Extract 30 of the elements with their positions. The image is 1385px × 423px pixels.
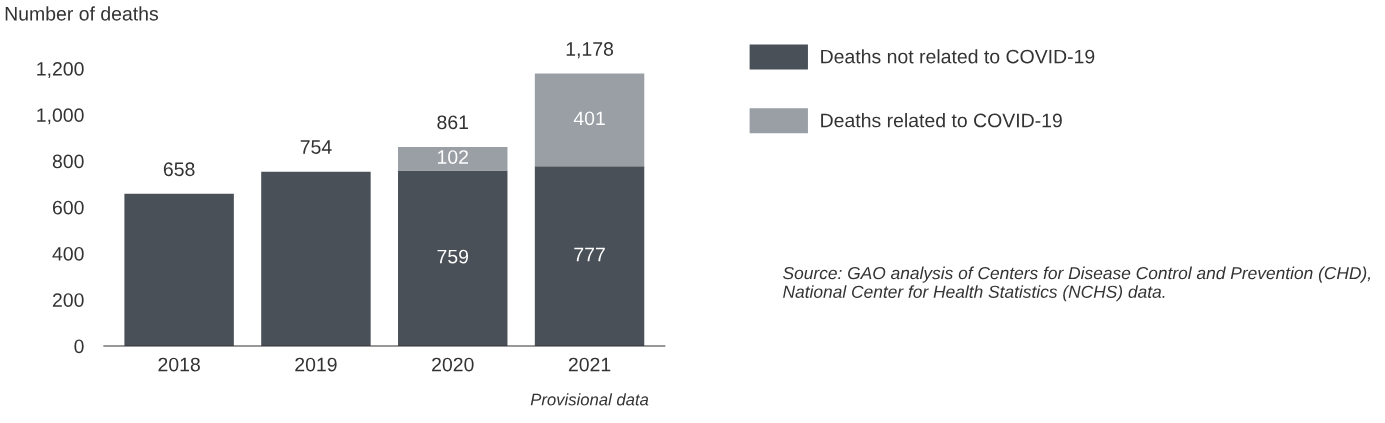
data-label: 401 [573, 111, 605, 126]
total-label: 1,178 [566, 42, 614, 59]
bar [398, 170, 508, 347]
y-tick-label: 200 [52, 293, 84, 307]
x-tick-label: 2019 [295, 357, 337, 372]
data-label: 759 [437, 249, 469, 264]
bar [261, 171, 371, 347]
y-tick-label: 600 [52, 200, 84, 215]
y-tick-label: 400 [52, 246, 84, 261]
y-tick-label: 800 [52, 154, 84, 169]
x-tick-label: 2018 [158, 357, 200, 372]
y-tick-label: 1,200 [37, 61, 84, 79]
x-tick-label: 2020 [432, 357, 474, 372]
text: Provisional data [530, 393, 649, 406]
y-tick-label: 0 [74, 339, 84, 354]
legend-label: Deaths not related to COVID-19 [821, 49, 1095, 64]
y-axis-title: Number of deaths [5, 6, 159, 21]
bar [534, 73, 645, 167]
bar [534, 166, 645, 347]
total-label: 658 [163, 162, 195, 177]
y-tick-label: 1,000 [37, 108, 84, 125]
total-label: 861 [437, 115, 469, 130]
source-note: Source: GAO analysis of Centers for Disease Control and Prevention (CHD), National Center for Health Statistics (NCHS) data. [783, 266, 1371, 302]
data-label: 777 [574, 247, 605, 262]
bar [398, 146, 508, 171]
legend-label: Deaths related to COVID-19 [821, 113, 1062, 128]
x-tick-label: 2021 [568, 357, 611, 372]
bar [124, 193, 234, 347]
data-label: 102 [438, 150, 468, 164]
total-label: 754 [300, 140, 332, 154]
